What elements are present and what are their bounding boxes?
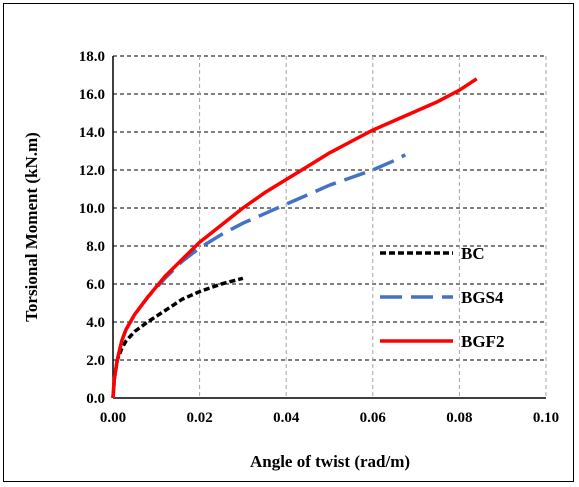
series-line-bgs4	[111, 153, 407, 399]
series-layer	[111, 77, 478, 399]
y-axis-title: Torsional Moment (kN.m)	[22, 132, 41, 322]
x-tick-label: 0.00	[100, 410, 126, 426]
y-tick-label: 6.0	[86, 277, 105, 293]
y-tick-label: 18.0	[79, 49, 105, 65]
x-tick-label: 0.04	[273, 410, 300, 426]
grid-layer	[113, 55, 547, 398]
y-tick-label: 14.0	[79, 125, 105, 141]
y-tick-label: 0.0	[86, 391, 105, 407]
legend-layer: BC BGS4 BGF2	[380, 244, 504, 351]
y-tick-label: 4.0	[86, 315, 105, 331]
x-tick-label: 0.02	[186, 410, 212, 426]
x-tick-label: 0.10	[533, 410, 559, 426]
series-line-bgf2	[111, 77, 478, 399]
legend-label-bgs4: BGS4	[461, 288, 504, 307]
x-axis-title: Angle of twist (rad/m)	[250, 452, 410, 471]
y-tick-label: 10.0	[79, 201, 105, 217]
axes-layer: 0.0 2.0 4.0 6.0 8.0 10.0 12.0 14.0 16.0 18.0 0.00 0…	[79, 49, 559, 426]
series-line-bc	[111, 276, 244, 399]
legend-label-bgf2: BGF2	[461, 332, 504, 351]
y-tick-label: 12.0	[79, 163, 105, 179]
y-tick-label: 16.0	[79, 87, 105, 103]
x-tick-label: 0.08	[446, 410, 472, 426]
chart-frame	[3, 3, 574, 482]
x-tick-label: 0.06	[360, 410, 387, 426]
y-tick-label: 8.0	[86, 239, 105, 255]
legend-label-bc: BC	[461, 244, 485, 263]
y-tick-label: 2.0	[86, 353, 105, 369]
